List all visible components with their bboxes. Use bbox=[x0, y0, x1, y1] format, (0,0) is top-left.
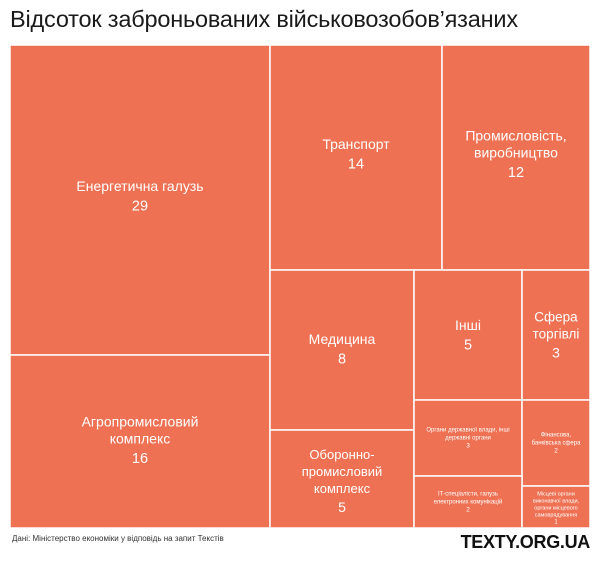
tile-value: 12 bbox=[508, 165, 524, 181]
tile-label: комплекс bbox=[314, 481, 371, 496]
tile-label: Органи державної влади, інші bbox=[426, 428, 509, 434]
tile-value: 2 bbox=[466, 507, 470, 514]
tile-label: Оборонно- bbox=[309, 447, 374, 462]
treemap-tile bbox=[269, 44, 443, 271]
tile-label: виробництво bbox=[474, 145, 558, 161]
tile-label: виконавчої влади, bbox=[533, 498, 580, 504]
source-note: Дані: Міністерство економіки у відповідь… bbox=[12, 534, 224, 543]
tile-value: 2 bbox=[554, 448, 558, 455]
treemap-tile bbox=[413, 269, 523, 401]
tile-value: 5 bbox=[464, 337, 472, 353]
tile-label: Промисловість, bbox=[465, 128, 566, 144]
tile-label: банківська сфера bbox=[532, 441, 582, 447]
chart-title: Відсоток заброньованих військовозобов’яз… bbox=[10, 6, 518, 32]
tile-label: Агропромисловий bbox=[82, 414, 199, 430]
tile-label: державні органи bbox=[445, 436, 491, 442]
tile-label: електронних комунікацій bbox=[434, 499, 503, 506]
treemap-tile bbox=[441, 44, 591, 271]
tile-label: Медицина bbox=[309, 331, 376, 347]
treemap-tile bbox=[9, 354, 271, 529]
tile-label: самоврядування bbox=[535, 512, 577, 518]
tile-value: 16 bbox=[132, 451, 148, 467]
treemap-tile bbox=[521, 399, 591, 487]
tile-value: 1 bbox=[554, 520, 558, 526]
tile-label: Сфера bbox=[534, 310, 578, 325]
tile-label: органи місцевого bbox=[534, 505, 577, 511]
tile-value: 3 bbox=[552, 345, 560, 361]
treemap-tile bbox=[269, 269, 415, 431]
tile-label: комплекс bbox=[110, 431, 171, 447]
tile-value: 5 bbox=[338, 499, 346, 515]
tile-value: 3 bbox=[466, 443, 470, 450]
tile-label: Місцеві органи bbox=[537, 491, 575, 497]
tile-value: 14 bbox=[348, 156, 364, 172]
tile-label: Транспорт bbox=[322, 136, 390, 152]
tile-label: промисловий bbox=[302, 464, 383, 479]
treemap-tile bbox=[9, 44, 271, 356]
tile-label: Енергетична галузь bbox=[76, 178, 203, 194]
tile-value: 8 bbox=[338, 351, 346, 367]
tile-label: торгівлі bbox=[533, 327, 580, 342]
tile-label: ІТ-спеціалісти, галузь bbox=[438, 492, 498, 498]
brand-logo: TEXTY.ORG.UA bbox=[460, 532, 591, 552]
treemap-tile bbox=[521, 485, 591, 529]
tile-label: Фінансова, bbox=[541, 433, 572, 439]
treemap-tile bbox=[413, 475, 523, 529]
tile-value: 29 bbox=[132, 198, 148, 214]
treemap-tile bbox=[269, 429, 415, 529]
tile-label: Інші bbox=[455, 317, 481, 333]
